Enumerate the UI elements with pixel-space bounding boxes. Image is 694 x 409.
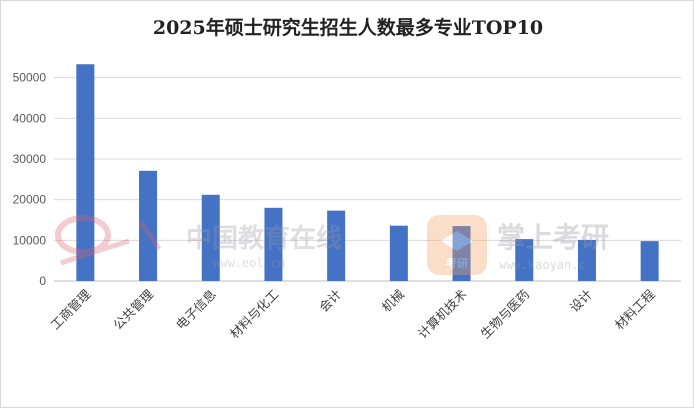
gridlines bbox=[54, 77, 681, 282]
x-axis-ticks: 工商管理 公共管理 电子信息 材料与化工 会计 机械 计算机技术 生物与医药 设计 材料工程 bbox=[47, 286, 658, 341]
y-tick-label: 20000 bbox=[13, 193, 47, 207]
x-tick-label: 材料工程 bbox=[612, 286, 658, 332]
y-tick-label: 0 bbox=[39, 274, 46, 288]
bar bbox=[640, 241, 659, 281]
x-tick-label: 电子信息 bbox=[173, 287, 219, 333]
x-tick-label: 会计 bbox=[316, 287, 344, 315]
kaoyan-watermark: 考研 掌上考研 www.kaoyan.c bbox=[427, 215, 609, 275]
bar bbox=[515, 239, 534, 281]
y-tick-label: 40000 bbox=[13, 111, 47, 125]
y-tick-label: 30000 bbox=[13, 152, 47, 166]
x-tick-label: 计算机技术 bbox=[415, 286, 470, 341]
y-tick-label: 10000 bbox=[13, 233, 47, 247]
x-tick-label: 设计 bbox=[567, 287, 595, 315]
kaoyan-logo-icon bbox=[427, 215, 487, 275]
eol-watermark-name: 中国教育在线 bbox=[186, 223, 342, 254]
x-tick-label: 生物与医药 bbox=[478, 287, 533, 342]
chart-title: 2025年硕士研究生招生人数最多专业TOP10 bbox=[153, 16, 543, 39]
x-tick-label: 材料与化工 bbox=[227, 287, 282, 342]
x-tick-label: 工商管理 bbox=[47, 286, 93, 332]
bar bbox=[389, 225, 408, 281]
bar bbox=[577, 239, 596, 281]
y-axis-ticks: 0 10000 20000 30000 40000 50000 bbox=[13, 71, 47, 288]
bars bbox=[76, 64, 659, 281]
bar bbox=[264, 207, 283, 281]
y-tick-label: 50000 bbox=[13, 71, 47, 85]
x-tick-label: 机械 bbox=[379, 286, 408, 315]
kaoyan-badge-text: 考研 bbox=[446, 256, 468, 270]
bar bbox=[452, 226, 471, 281]
kaoyan-watermark-url: www.kaoyan.c bbox=[499, 258, 586, 272]
bar bbox=[139, 170, 158, 281]
kaoyan-watermark-name: 掌上考研 bbox=[497, 221, 609, 254]
bar bbox=[201, 194, 220, 281]
bar bbox=[76, 64, 95, 281]
eol-watermark-url: www.eol.cn bbox=[213, 256, 285, 270]
eol-watermark: 中国教育在线 www.eol.cn bbox=[55, 215, 342, 270]
bar bbox=[327, 210, 346, 281]
eol-logo-icon bbox=[55, 215, 162, 266]
x-tick-label: 公共管理 bbox=[110, 286, 156, 332]
